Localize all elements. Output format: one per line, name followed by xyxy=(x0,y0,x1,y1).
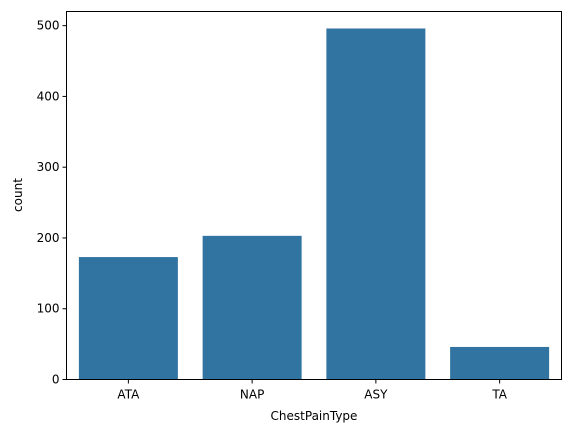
y-axis-ticks: 0 100 200 300 400 500 xyxy=(37,19,67,387)
y-axis-label: count xyxy=(11,178,25,212)
bars-group xyxy=(78,28,550,380)
bar-ata xyxy=(78,257,178,380)
x-axis-label: ChestPainType xyxy=(271,409,358,423)
x-tick-label: TA xyxy=(491,388,507,402)
x-tick-label: NAP xyxy=(240,388,264,402)
y-tick-label: 400 xyxy=(37,89,60,103)
y-tick-label: 300 xyxy=(37,160,60,174)
y-tick-label: 500 xyxy=(37,19,60,33)
x-axis-ticks: ATA NAP ASY TA xyxy=(117,379,508,402)
y-tick-label: 200 xyxy=(37,231,60,245)
x-tick-label: ATA xyxy=(117,388,140,402)
x-tick-label: ASY xyxy=(364,388,388,402)
y-tick-label: 0 xyxy=(52,373,60,387)
bar-nap xyxy=(202,235,302,380)
bar-asy xyxy=(326,28,426,380)
bar-ta xyxy=(450,346,550,380)
y-tick-label: 100 xyxy=(37,302,60,316)
plot-frame xyxy=(66,11,562,380)
